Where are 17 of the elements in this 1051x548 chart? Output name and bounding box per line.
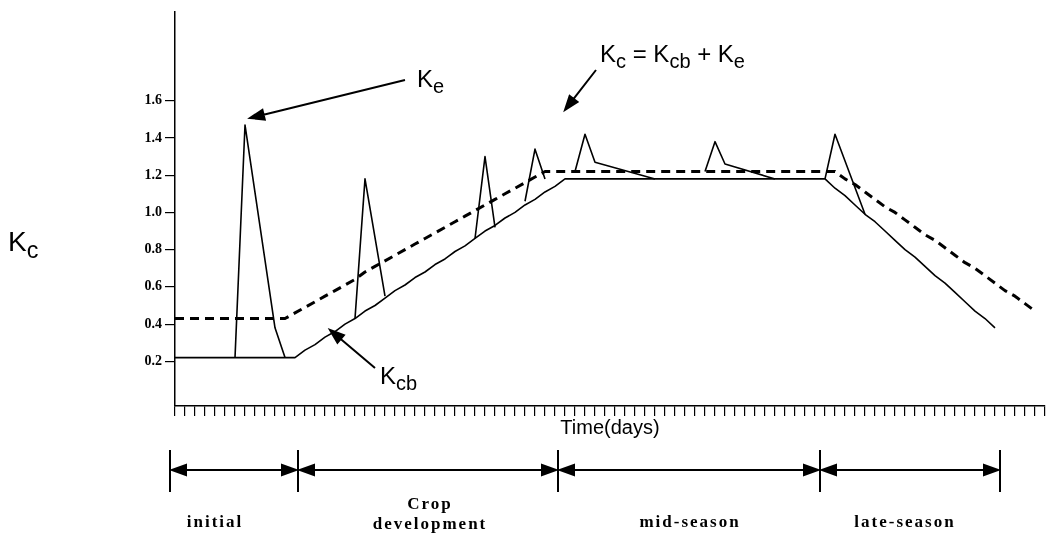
text: mid-season: [639, 512, 741, 532]
annotation: K$_{cb}$: [380, 362, 418, 395]
y-tick-label: 1.0: [144, 204, 162, 220]
y-tick-label: 0.8: [144, 241, 162, 257]
y-axis-title: K$_{c}$: [8, 226, 39, 264]
x-axis-title: Time(days): [560, 415, 660, 438]
text: initial: [186, 512, 244, 532]
y-tick-label: 1.2: [144, 166, 162, 182]
text: late-season: [854, 512, 956, 532]
annotation: K$_{c}$ = K$_{cb}$ + K$_{e}$: [600, 40, 745, 73]
y-tick-label: 0.2: [144, 352, 162, 368]
y-tick-label: 1.6: [144, 92, 162, 108]
y-tick-label: 1.4: [144, 129, 162, 145]
y-tick-label: 0.4: [144, 315, 162, 331]
text: Crop development: [371, 494, 489, 534]
y-tick-label: 0.6: [144, 278, 162, 294]
annotation: K$_{e}$: [417, 65, 445, 98]
